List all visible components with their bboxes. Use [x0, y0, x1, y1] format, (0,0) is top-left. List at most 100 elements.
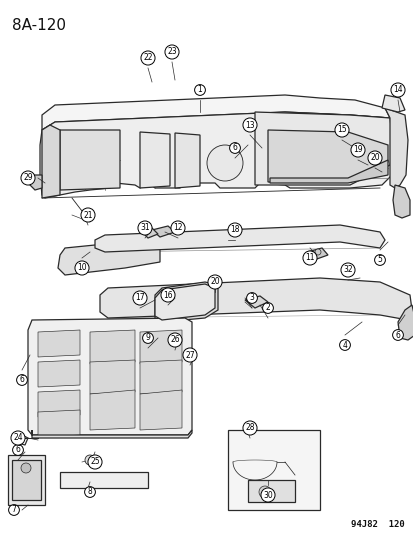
Circle shape [228, 223, 242, 237]
Circle shape [350, 143, 364, 157]
Circle shape [81, 208, 95, 222]
Polygon shape [38, 330, 80, 357]
Circle shape [207, 275, 221, 289]
Circle shape [9, 505, 19, 515]
Text: 20: 20 [210, 278, 219, 287]
Circle shape [334, 123, 348, 137]
Circle shape [259, 486, 271, 498]
Text: 26: 26 [170, 335, 179, 344]
Text: 17: 17 [135, 294, 145, 303]
Circle shape [194, 85, 205, 95]
Polygon shape [30, 175, 42, 190]
Circle shape [133, 291, 147, 305]
Text: 4: 4 [342, 341, 347, 350]
Circle shape [229, 143, 240, 154]
Text: 15: 15 [336, 125, 346, 134]
Text: 6: 6 [16, 446, 20, 455]
Text: 25: 25 [90, 457, 100, 466]
Polygon shape [12, 460, 41, 500]
Circle shape [262, 303, 273, 313]
Circle shape [17, 375, 27, 385]
Polygon shape [42, 125, 60, 198]
Text: 6: 6 [394, 330, 399, 340]
Polygon shape [58, 242, 159, 275]
Polygon shape [142, 228, 158, 238]
Circle shape [138, 221, 152, 235]
Circle shape [242, 421, 256, 435]
Text: 19: 19 [352, 146, 362, 155]
Polygon shape [154, 284, 214, 320]
Circle shape [161, 288, 175, 302]
Polygon shape [90, 390, 135, 430]
Text: 1: 1 [197, 85, 202, 94]
Circle shape [206, 145, 242, 181]
Text: 22: 22 [143, 53, 152, 62]
Polygon shape [140, 390, 182, 430]
Circle shape [339, 340, 349, 350]
Polygon shape [28, 318, 192, 435]
Text: 23: 23 [167, 47, 176, 56]
Polygon shape [140, 330, 182, 364]
Circle shape [12, 445, 23, 455]
Text: 3: 3 [249, 294, 254, 303]
Circle shape [390, 83, 404, 97]
Text: 12: 12 [173, 223, 182, 232]
Text: 18: 18 [230, 225, 239, 235]
Polygon shape [38, 410, 80, 437]
Polygon shape [90, 360, 135, 394]
Polygon shape [32, 430, 192, 438]
Polygon shape [384, 108, 407, 188]
Text: 8: 8 [88, 488, 92, 497]
Polygon shape [267, 130, 387, 182]
Circle shape [340, 263, 354, 277]
Polygon shape [140, 132, 170, 188]
Circle shape [21, 463, 31, 473]
Circle shape [367, 151, 381, 165]
Polygon shape [8, 455, 45, 505]
Circle shape [164, 45, 178, 59]
Text: 30: 30 [263, 490, 272, 499]
Polygon shape [95, 225, 384, 252]
Polygon shape [42, 95, 389, 130]
Circle shape [260, 488, 274, 502]
Text: 31: 31 [140, 223, 150, 232]
Text: 94J82  120: 94J82 120 [350, 520, 404, 529]
Polygon shape [254, 112, 392, 185]
Text: 11: 11 [304, 254, 314, 262]
Text: 29: 29 [23, 174, 33, 182]
Text: 6: 6 [19, 376, 24, 384]
Polygon shape [306, 248, 327, 260]
Text: 6: 6 [232, 143, 237, 152]
Polygon shape [154, 282, 218, 322]
Polygon shape [247, 480, 294, 502]
Circle shape [75, 261, 89, 275]
Text: 5: 5 [377, 255, 382, 264]
Text: 7: 7 [12, 505, 17, 514]
Polygon shape [38, 390, 80, 417]
Polygon shape [392, 185, 409, 218]
Circle shape [11, 431, 25, 445]
Text: 10: 10 [77, 263, 87, 272]
Text: 27: 27 [185, 351, 195, 359]
Circle shape [168, 333, 182, 347]
Circle shape [374, 255, 385, 265]
Circle shape [246, 293, 257, 303]
Circle shape [21, 171, 35, 185]
Text: 32: 32 [342, 265, 352, 274]
Circle shape [183, 348, 197, 362]
Polygon shape [40, 112, 394, 198]
Text: 9: 9 [145, 334, 150, 343]
Polygon shape [140, 360, 182, 394]
Polygon shape [381, 95, 404, 112]
Circle shape [84, 487, 95, 497]
Text: 8A-120: 8A-120 [12, 18, 66, 33]
Polygon shape [60, 130, 120, 190]
Circle shape [242, 118, 256, 132]
Text: 13: 13 [244, 120, 254, 130]
Text: 20: 20 [369, 154, 379, 163]
Text: 16: 16 [163, 290, 172, 300]
Polygon shape [244, 296, 267, 308]
Text: 24: 24 [13, 433, 23, 442]
Circle shape [392, 329, 402, 341]
Polygon shape [38, 360, 80, 387]
